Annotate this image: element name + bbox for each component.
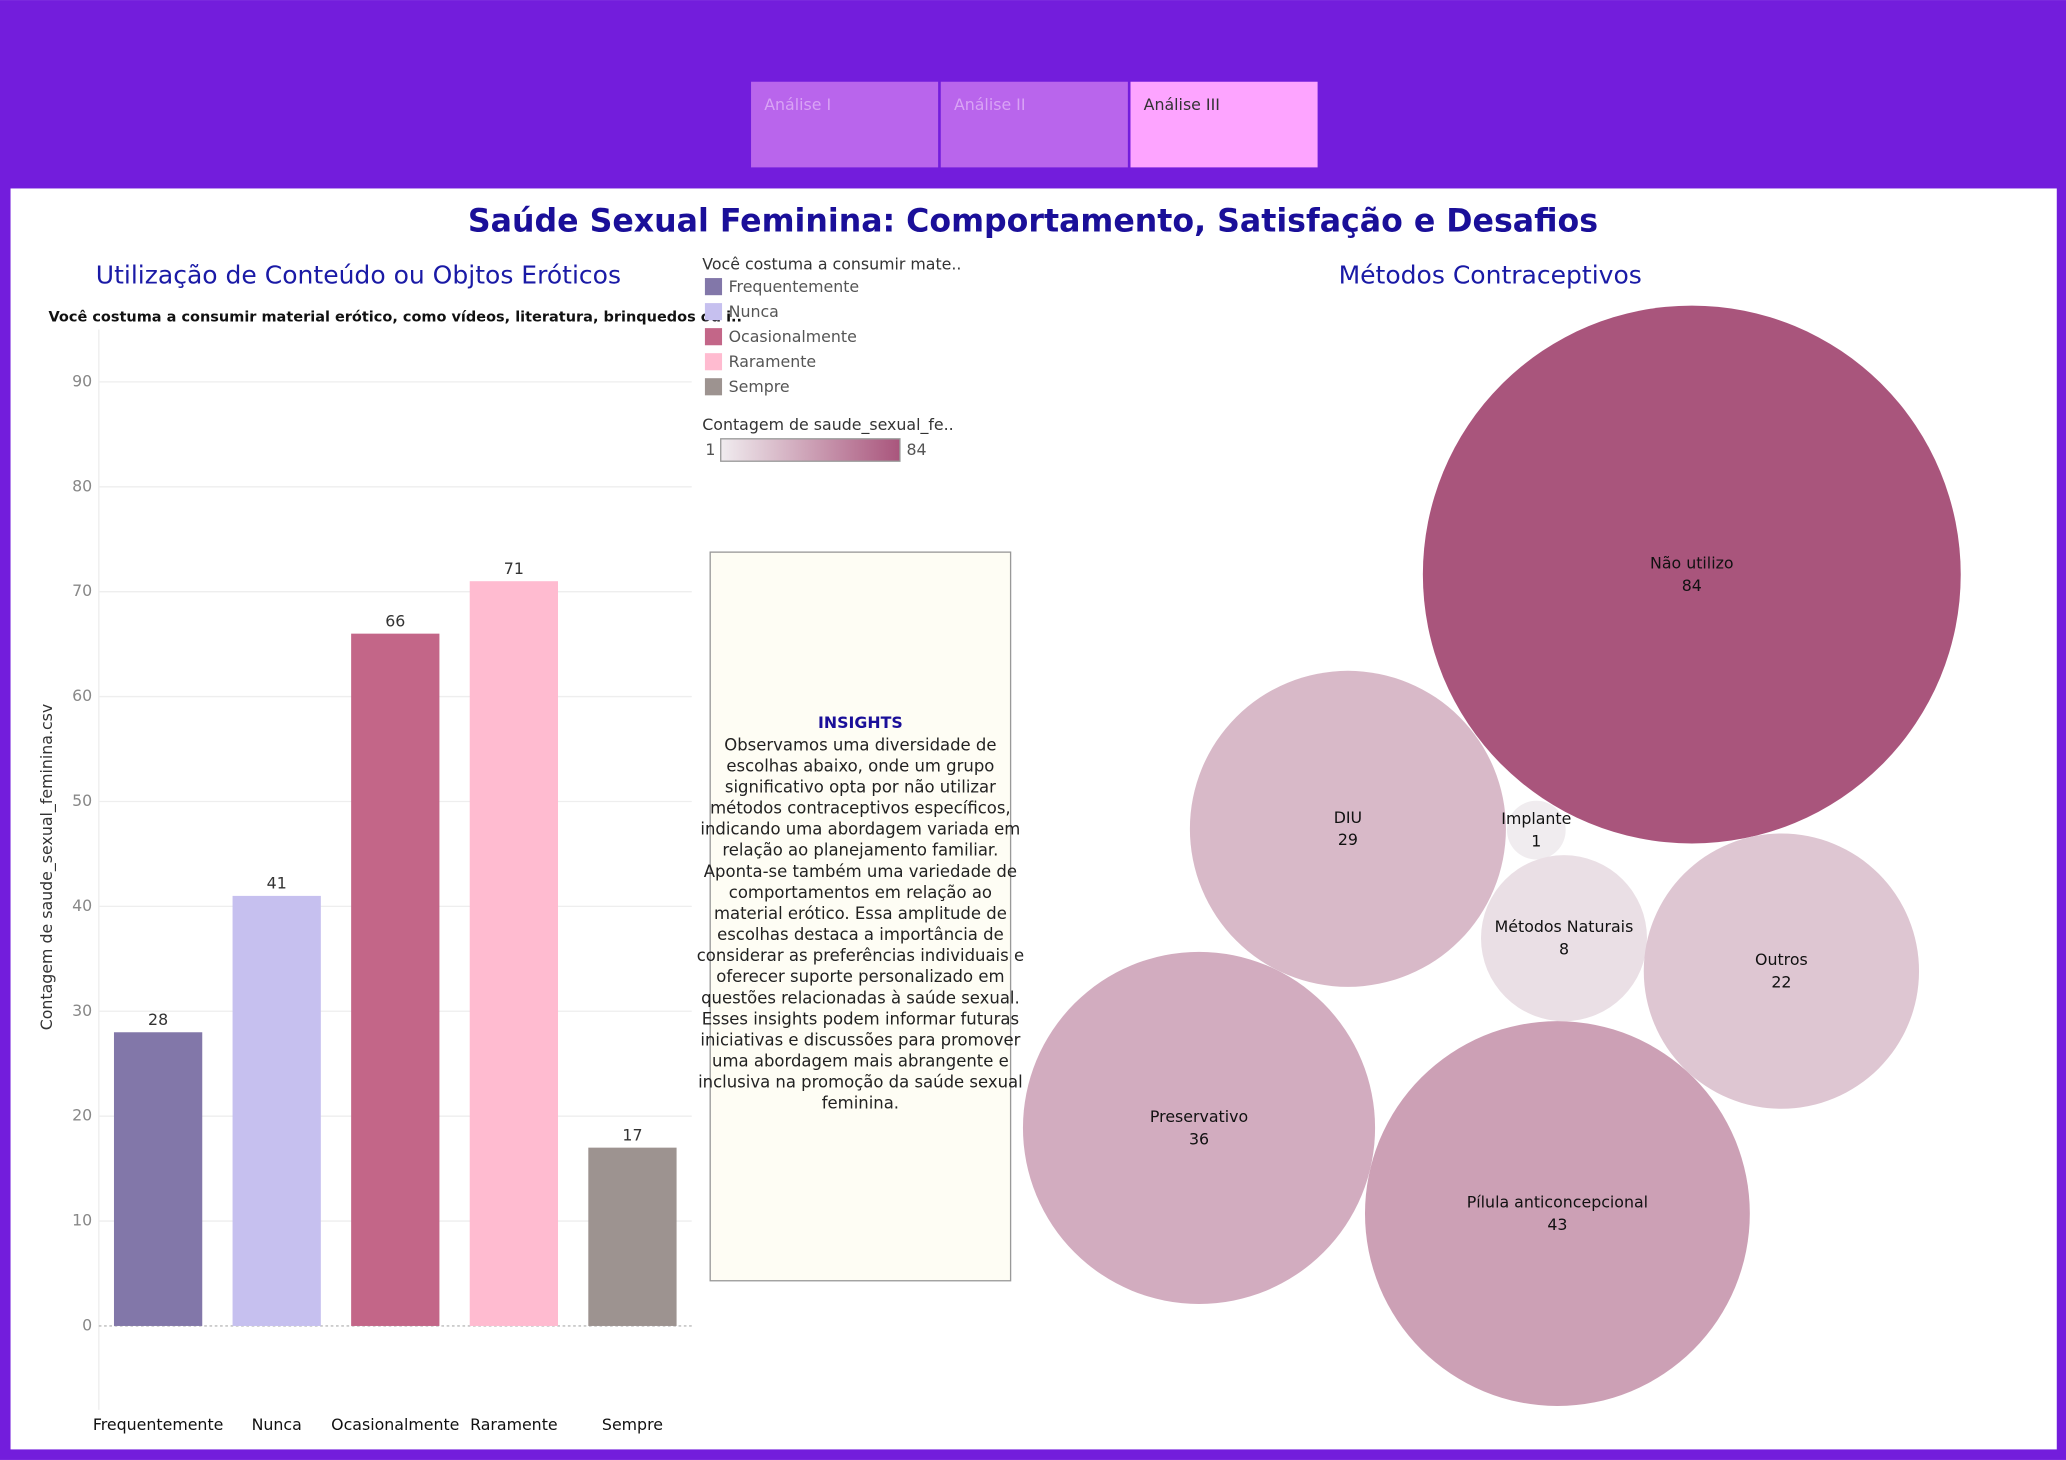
- insights-line: relação ao planejamento familiar.: [722, 841, 998, 860]
- bubble-value: 43: [1547, 1215, 1567, 1234]
- legend-label: Ocasionalmente: [729, 327, 857, 346]
- value-label: 41: [267, 874, 287, 893]
- color-scale: [720, 438, 901, 462]
- y-tick-label: 80: [72, 476, 92, 495]
- legend-title: Você costuma a consumir mate..: [702, 254, 961, 273]
- y-tick-label: 60: [72, 686, 92, 705]
- bar: [351, 633, 440, 1326]
- insights-title: INSIGHTS: [818, 713, 903, 732]
- legend-swatch: [704, 278, 723, 296]
- tab[interactable]: [1130, 81, 1318, 168]
- bubble: [1422, 305, 1961, 844]
- legend-label: Raramente: [729, 352, 817, 371]
- bubble-label: Outros: [1755, 950, 1808, 969]
- bubble: [1643, 833, 1920, 1109]
- bubble-label: Não utilizo: [1650, 553, 1734, 572]
- insights-line: métodos contraceptivos específicos,: [710, 799, 1011, 818]
- y-tick-label: 0: [82, 1315, 92, 1334]
- insights-line: escolhas abaixo, onde um grupo: [726, 756, 994, 775]
- insights-line: feminina.: [822, 1094, 899, 1113]
- value-label: 71: [504, 559, 524, 578]
- legend-swatch: [704, 328, 723, 346]
- x-tick-label: Nunca: [252, 1415, 302, 1434]
- color-scale-min: 1: [705, 440, 715, 459]
- dashboard-title: Saúde Sexual Feminina: Comportamento, Sa…: [468, 204, 1598, 240]
- insights-line: considerar as preferências individuais e: [697, 946, 1024, 965]
- value-label: 28: [148, 1010, 168, 1029]
- insights-line: uma abordagem mais abrangente e: [712, 1052, 1009, 1071]
- bubble-label: Implante: [1501, 809, 1571, 828]
- color-legend-title: Contagem de saude_sexual_fe..: [702, 415, 953, 435]
- y-tick-label: 30: [72, 1001, 92, 1020]
- y-tick-label: 10: [72, 1211, 92, 1230]
- chart-subtitle: Você costuma a consumir material erótico…: [49, 310, 743, 326]
- tab-label[interactable]: Análise II: [954, 95, 1026, 114]
- x-tick-label: Sempre: [602, 1415, 663, 1434]
- insights-line: Aponta-se também uma variedade de: [704, 862, 1017, 881]
- bubble-label: DIU: [1334, 808, 1362, 827]
- bubble-label: Preservativo: [1150, 1107, 1248, 1126]
- y-axis-label: Contagem de saude_sexual_feminina.csv: [37, 704, 57, 1031]
- legend-swatch: [704, 378, 723, 396]
- tab-label[interactable]: Análise I: [764, 95, 831, 114]
- x-tick-label: Ocasionalmente: [331, 1415, 459, 1434]
- y-tick-label: 70: [72, 581, 92, 600]
- y-tick-label: 90: [72, 371, 92, 390]
- chart-title: Utilização de Conteúdo ou Objtos Erótico…: [96, 261, 621, 290]
- insights-line: questões relacionadas à saúde sexual.: [701, 988, 1020, 1007]
- y-tick-label: 50: [72, 791, 92, 810]
- y-tick-label: 20: [72, 1106, 92, 1125]
- insights-box: [709, 551, 1012, 1282]
- bubble-value: 8: [1559, 940, 1569, 959]
- legend-label: Sempre: [729, 377, 790, 396]
- insights-line: inclusiva na promoção da saúde sexual: [698, 1073, 1023, 1092]
- bubble: [1189, 670, 1506, 987]
- insights-line: Esses insights podem informar futuras: [702, 1009, 1019, 1028]
- tab[interactable]: [940, 81, 1128, 168]
- insights-line: comportamentos em relação ao: [729, 883, 992, 902]
- value-label: 17: [622, 1125, 642, 1144]
- bubble: [1506, 800, 1566, 860]
- bar: [469, 581, 559, 1326]
- insights-line: Observamos uma diversidade de: [724, 735, 996, 754]
- x-tick-label: Raramente: [470, 1415, 558, 1434]
- chart-title: Métodos Contraceptivos: [1339, 261, 1642, 290]
- bubble-value: 36: [1189, 1129, 1209, 1148]
- insights-line: significativo opta por não utilizar: [725, 777, 996, 796]
- tab-label[interactable]: Análise III: [1144, 95, 1220, 114]
- bar: [232, 895, 321, 1326]
- bubble-label: Métodos Naturais: [1495, 917, 1634, 936]
- x-tick-label: Frequentemente: [93, 1415, 224, 1434]
- bar: [588, 1147, 677, 1326]
- bubble: [1364, 1021, 1750, 1406]
- legend-label: Frequentemente: [729, 277, 860, 296]
- bubble-label: Pílula anticoncepcional: [1467, 1193, 1648, 1212]
- tab[interactable]: [751, 81, 939, 168]
- y-tick-label: 40: [72, 896, 92, 915]
- insights-line: escolhas destaca a importância de: [717, 925, 1004, 944]
- insights-line: iniciativas e discussões para promover: [700, 1030, 1020, 1049]
- legend-label: Nunca: [729, 302, 779, 321]
- value-label: 66: [385, 611, 405, 630]
- insights-line: material erótico. Essa amplitude de: [714, 904, 1007, 923]
- insights-line: indicando uma abordagem variada em: [700, 820, 1020, 839]
- bar: [113, 1032, 203, 1326]
- legend-swatch: [704, 303, 723, 321]
- legend-swatch: [704, 353, 723, 371]
- bubble-value: 84: [1682, 576, 1702, 595]
- insights-line: oferecer suporte personalizado em: [716, 967, 1004, 986]
- bubble: [1022, 951, 1376, 1304]
- color-scale-max: 84: [907, 440, 927, 459]
- bubble-value: 1: [1531, 831, 1541, 850]
- bubble-value: 29: [1338, 830, 1358, 849]
- bubble-value: 22: [1771, 972, 1791, 991]
- bubble: [1480, 855, 1647, 1022]
